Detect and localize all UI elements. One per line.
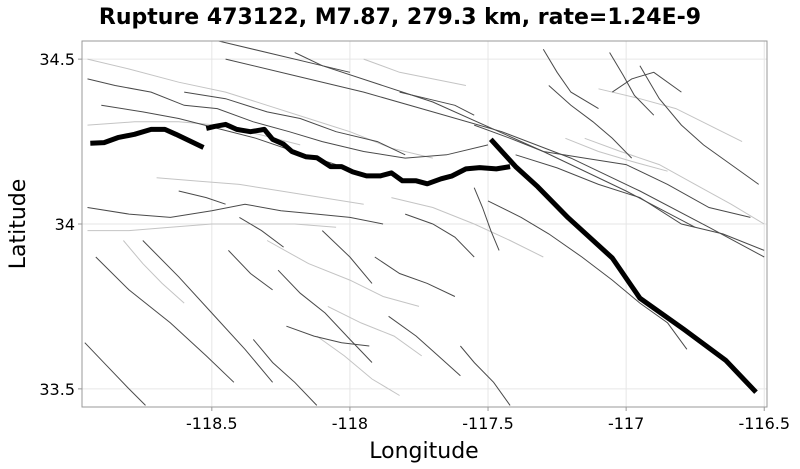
fault-trace xyxy=(388,315,461,377)
subsection-outline xyxy=(327,305,422,357)
subsection-outline xyxy=(363,58,466,86)
rupture-trace xyxy=(205,121,511,187)
fault-trace xyxy=(548,85,633,159)
rupture-traces xyxy=(90,121,758,394)
x-axis-ticks: -118.5 -118 -117.5 -117 -116.5 xyxy=(186,407,790,433)
subsection-outline xyxy=(584,137,765,225)
x-tick-label: -118.5 xyxy=(186,414,238,433)
fault-trace xyxy=(142,240,273,383)
fault-trace xyxy=(239,216,284,248)
rupture-trace xyxy=(90,126,205,150)
fault-trace xyxy=(374,256,456,297)
x-tick-label: -117.5 xyxy=(462,414,514,433)
subsection-outline xyxy=(391,197,544,258)
fault-trace xyxy=(515,154,765,251)
fault-trace xyxy=(87,78,489,159)
subsection-outline xyxy=(87,58,433,159)
fault-trace xyxy=(321,230,373,284)
fault-trace xyxy=(460,345,511,406)
y-tick-label: 34 xyxy=(55,215,75,234)
subsection-outline xyxy=(316,335,400,396)
y-tick-label: 34.5 xyxy=(39,50,75,69)
grid-lines xyxy=(82,41,767,407)
fault-trace xyxy=(225,58,765,258)
fault-trace xyxy=(609,52,655,116)
x-tick-label: -117 xyxy=(608,414,644,433)
fault-trace xyxy=(184,91,406,156)
fault-trace xyxy=(87,203,384,225)
chart-title: Rupture 473122, M7.87, 279.3 km, rate=1.… xyxy=(99,5,701,30)
subsection-outline xyxy=(123,240,185,304)
fault-trace xyxy=(252,339,318,406)
subsection-outlines xyxy=(87,58,765,396)
fault-trace xyxy=(639,65,759,185)
fault-trace xyxy=(405,213,475,258)
fault-trace xyxy=(473,187,500,251)
fault-trace xyxy=(95,256,235,383)
rupture-trace xyxy=(488,137,758,394)
fault-trace xyxy=(286,325,370,347)
fault-trace xyxy=(542,48,599,110)
fault-trace xyxy=(228,250,273,291)
subsection-outline xyxy=(156,177,364,205)
x-tick-label: -118 xyxy=(332,414,368,433)
fault-trace xyxy=(612,71,682,93)
y-axis-label: Latitude xyxy=(6,179,31,270)
x-axis-label: Longitude xyxy=(369,439,478,464)
subsection-outline xyxy=(565,137,668,172)
fault-trace xyxy=(399,91,475,116)
fault-trace xyxy=(277,269,373,363)
fault-trace xyxy=(474,124,751,218)
fault-trace xyxy=(487,200,688,350)
fault-trace xyxy=(178,190,226,205)
fault-trace xyxy=(84,342,146,406)
subsection-outline xyxy=(87,223,337,232)
x-tick-label: -116.5 xyxy=(738,414,790,433)
y-tick-label: 33.5 xyxy=(39,380,75,399)
subsection-outline xyxy=(598,88,743,143)
subsection-outline xyxy=(266,240,420,307)
fault-trace xyxy=(294,52,351,73)
y-axis-ticks: 33.5 34 34.5 xyxy=(39,50,82,399)
